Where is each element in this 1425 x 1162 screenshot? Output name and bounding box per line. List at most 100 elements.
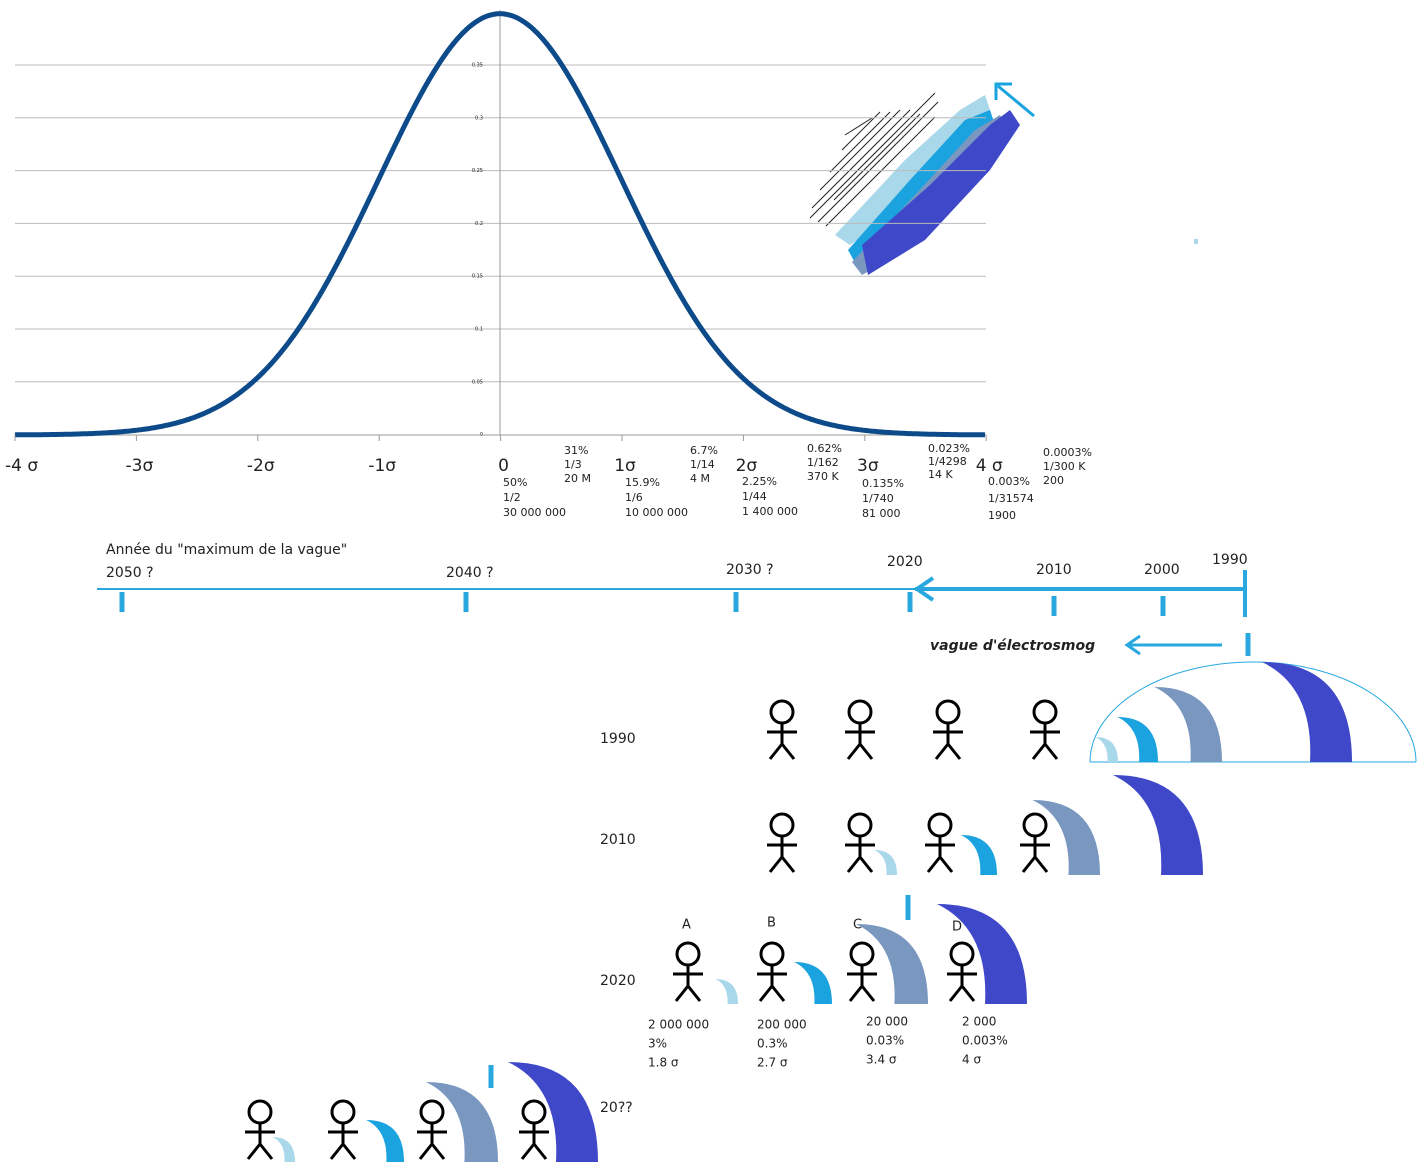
x-tick-label: -4 σ <box>5 456 38 476</box>
annotation: 0.62% <box>807 442 842 455</box>
letter-label: C <box>853 918 862 933</box>
year-label: 2020 <box>887 554 923 570</box>
year-label: 2040 ? <box>446 565 494 581</box>
annotation: 81 000 <box>862 507 901 520</box>
annotation: 1/4298 <box>928 455 967 468</box>
wave <box>1118 717 1159 762</box>
row-label: 2020 <box>600 973 636 989</box>
dot <box>1194 239 1198 244</box>
arrow <box>998 86 1034 116</box>
annotation: 1/3 <box>564 458 582 471</box>
annotation: 1/31574 <box>988 492 1034 505</box>
annotation: 0.023% <box>928 442 970 455</box>
wave <box>961 835 997 875</box>
person-body <box>767 723 797 759</box>
wave <box>716 979 739 1004</box>
timeline-title: Année du "maximum de la vague" <box>106 542 347 558</box>
wave <box>1096 737 1119 762</box>
stat-label: 0.03% <box>866 1034 904 1048</box>
stat-label: 0.003% <box>962 1034 1008 1048</box>
annotation: 0.003% <box>988 475 1030 488</box>
x-tick-label: 0 <box>498 456 509 476</box>
stat-label: 3% <box>648 1037 667 1051</box>
annotation: 1900 <box>988 509 1016 522</box>
row-label: 1990 <box>600 731 636 747</box>
wave <box>1033 800 1101 875</box>
person-body <box>847 965 877 1001</box>
year-label: 2000 <box>1144 562 1180 578</box>
annotation: 6.7% <box>690 444 718 457</box>
annotation: 15.9% <box>625 476 660 489</box>
x-tick-label: 2σ <box>736 456 758 476</box>
person-body <box>1030 723 1060 759</box>
y-tick-label: 0.3 <box>475 115 483 121</box>
annotation: 30 000 000 <box>503 506 566 519</box>
stat-label: 200 000 <box>757 1018 807 1032</box>
annotation: 1/44 <box>742 490 767 503</box>
y-tick-label: 0.15 <box>472 274 483 280</box>
person-body <box>1020 836 1050 872</box>
wave <box>794 962 832 1004</box>
annotation: 1/300 K <box>1043 460 1086 473</box>
wave <box>1155 687 1223 762</box>
person-head <box>421 1101 443 1123</box>
annotation: 0.135% <box>862 477 904 490</box>
person-head <box>523 1101 545 1123</box>
y-tick-label: 0.25 <box>472 168 483 174</box>
person-body <box>947 965 977 1001</box>
year-label: 2030 ? <box>726 562 774 578</box>
person-head <box>849 701 871 723</box>
annotation: 200 <box>1043 474 1064 487</box>
person-head <box>332 1101 354 1123</box>
person-head <box>761 943 783 965</box>
annotation: 1/2 <box>503 491 521 504</box>
person-head <box>937 701 959 723</box>
annotation: 10 000 000 <box>625 506 688 519</box>
person-body <box>767 836 797 872</box>
wave <box>273 1137 296 1162</box>
annotation: 370 K <box>807 470 839 483</box>
letter-label: D <box>952 920 962 935</box>
person-head <box>929 814 951 836</box>
diagram: 0.350.30.250.20.150.10.050-4 σ-3σ-2σ-1σ0… <box>0 0 1425 1162</box>
annotation: 1/6 <box>625 491 643 504</box>
letter-label: A <box>682 918 691 933</box>
y-tick-label: 0.05 <box>472 379 483 385</box>
y-tick-label: 0.35 <box>472 63 483 69</box>
person-head <box>851 943 873 965</box>
x-tick-label: -1σ <box>368 456 396 476</box>
annotation: 1/14 <box>690 458 715 471</box>
x-tick-label: 3σ <box>857 456 879 476</box>
y-tick-label: 0.2 <box>475 221 483 227</box>
person-head <box>771 814 793 836</box>
person-head <box>249 1101 271 1123</box>
person-body <box>519 1123 549 1159</box>
annotation: 0.0003% <box>1043 446 1092 459</box>
annotation: 2.25% <box>742 475 777 488</box>
wave-band-icon <box>810 84 1198 275</box>
year-label: 2050 ? <box>106 565 154 581</box>
year-label: 1990 <box>1212 552 1248 568</box>
wave-label: vague d'électrosmog <box>930 638 1095 654</box>
wave <box>1113 775 1203 875</box>
page: 0.350.30.250.20.150.10.050-4 σ-3σ-2σ-1σ0… <box>0 0 1425 1162</box>
person-head <box>1024 814 1046 836</box>
row-label: 20?? <box>600 1100 633 1116</box>
person-body <box>328 1123 358 1159</box>
x-tick-label: -3σ <box>126 456 154 476</box>
stat-label: 2 000 <box>962 1015 996 1029</box>
row-label: 2010 <box>600 832 636 848</box>
x-tick-label: -2σ <box>247 456 275 476</box>
year-label: 2010 <box>1036 562 1072 578</box>
person-head <box>771 701 793 723</box>
person-body <box>673 965 703 1001</box>
person-body <box>845 723 875 759</box>
annotation: 14 K <box>928 468 953 481</box>
annotation: 1/162 <box>807 456 839 469</box>
person-body <box>245 1123 275 1159</box>
stat-label: 1.8 σ <box>648 1056 679 1070</box>
wave <box>875 850 898 875</box>
annotation: 1 400 000 <box>742 505 798 518</box>
person-body <box>925 836 955 872</box>
x-tick-label: 4 σ <box>976 456 1003 476</box>
